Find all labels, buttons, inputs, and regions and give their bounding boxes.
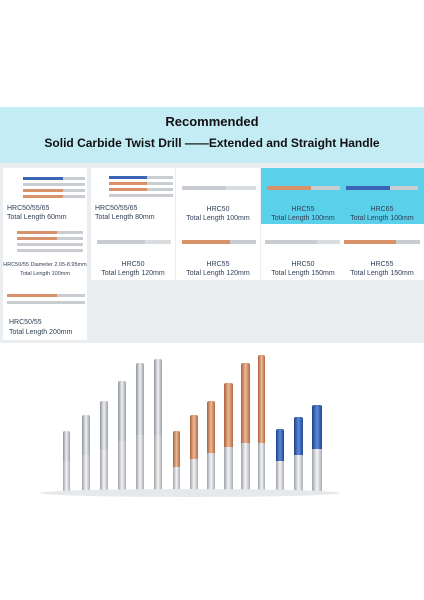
copper-drills	[173, 355, 265, 491]
card-hrc: HRC50/55/65	[95, 205, 138, 212]
drill-thumbnail	[182, 240, 256, 244]
product-variant-grid: HRC50/55/65 Total Length 60mm HRC50/55/6…	[0, 163, 424, 343]
card-length: Total Length 150mm	[350, 270, 414, 277]
variant-card-60mm[interactable]: HRC50/55/65 Total Length 60mm	[3, 168, 87, 224]
card-hrc: HRC50/55	[9, 319, 42, 326]
drill-thumbnail	[23, 177, 85, 198]
drill-thumbnail	[17, 231, 83, 252]
variant-card-diameter[interactable]: HRC50/55 Diameter 2.05-8.95mm Total Leng…	[3, 224, 87, 280]
drill-thumbnail	[344, 240, 420, 244]
drill-thumbnail	[265, 240, 341, 244]
silver-drills	[63, 359, 162, 491]
card-hrc: HRC50	[291, 261, 315, 268]
variant-card-120mm-hrc55[interactable]: HRC55 Total Length 120mm	[176, 224, 260, 280]
card-hrc: HRC55	[206, 261, 230, 268]
card-hrc: HRC50	[206, 206, 230, 213]
card-hrc: HRC55	[370, 261, 394, 268]
card-hrc: HRC50/55 Diameter 2.05-8.95mm	[3, 262, 87, 268]
heading-banner	[0, 107, 424, 163]
card-length: Total Length 100mm	[186, 215, 250, 222]
card-length: Total Length 80mm	[95, 214, 155, 221]
card-length: Total Length 200mm	[9, 329, 73, 336]
variant-card-200mm[interactable]: HRC50/55 Total Length 200mm	[3, 280, 87, 340]
variant-card-120mm-hrc50[interactable]: HRC50 Total Length 120mm	[91, 224, 175, 280]
heading-title: Recommended	[165, 114, 259, 129]
variant-card-100mm-hrc55[interactable]: HRC55 Total Length 100mm	[261, 168, 345, 224]
variant-card-100mm-hrc50[interactable]: HRC50 Total Length 100mm	[176, 168, 260, 224]
drill-thumbnail	[97, 240, 171, 244]
card-length: Total Length 60mm	[7, 214, 67, 221]
variant-card-100mm-hrc65[interactable]: HRC65 Total Length 100mm	[340, 168, 424, 224]
card-length: Total Length 100mm	[350, 215, 414, 222]
heading-subtitle: Solid Carbide Twist Drill ——Extended and…	[44, 136, 380, 150]
card-hrc: HRC50	[121, 261, 145, 268]
drill-thumbnail	[267, 186, 341, 190]
card-hrc: HRC65	[370, 206, 394, 213]
blue-coated-drills	[276, 405, 322, 491]
card-hrc: HRC50/55/65	[7, 205, 50, 212]
card-hrc: HRC55	[291, 206, 315, 213]
drill-thumbnail	[109, 176, 173, 197]
variant-card-80mm[interactable]: HRC50/55/65 Total Length 80mm	[91, 168, 175, 224]
card-length: Total Length 100mm	[271, 215, 335, 222]
card-length: Total Length 100mm	[20, 271, 70, 277]
card-length: Total Length 120mm	[101, 270, 165, 277]
drill-lineup-photo	[40, 355, 340, 497]
drill-thumbnail	[182, 186, 256, 190]
drill-thumbnail	[346, 186, 418, 190]
variant-card-150mm-hrc55[interactable]: HRC55 Total Length 150mm	[340, 224, 424, 280]
drill-thumbnail	[7, 294, 85, 304]
variant-card-150mm-hrc50[interactable]: HRC50 Total Length 150mm	[261, 224, 345, 280]
card-length: Total Length 120mm	[186, 270, 250, 277]
card-length: Total Length 150mm	[271, 270, 335, 277]
